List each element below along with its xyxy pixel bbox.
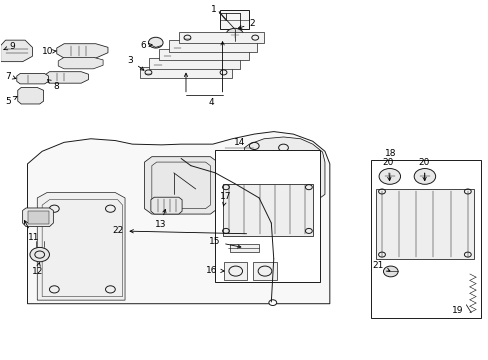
Bar — [222, 184, 312, 235]
Polygon shape — [0, 40, 32, 62]
Text: 2: 2 — [238, 19, 254, 29]
Polygon shape — [44, 72, 88, 83]
Polygon shape — [57, 44, 108, 58]
Circle shape — [383, 266, 397, 277]
Text: 1: 1 — [211, 5, 217, 14]
Polygon shape — [37, 193, 125, 300]
Polygon shape — [178, 32, 264, 43]
Polygon shape — [18, 87, 43, 104]
Text: 5: 5 — [6, 96, 17, 105]
Bar — [229, 244, 259, 252]
Text: 13: 13 — [155, 210, 166, 229]
Bar — [224, 262, 247, 280]
Text: 18: 18 — [384, 149, 396, 158]
Bar — [215, 149, 320, 282]
Text: 12: 12 — [32, 263, 43, 276]
Text: 4: 4 — [208, 98, 214, 107]
Polygon shape — [159, 49, 249, 60]
Polygon shape — [22, 208, 53, 226]
Text: 17: 17 — [220, 192, 231, 206]
Polygon shape — [144, 157, 217, 214]
Circle shape — [413, 168, 435, 184]
Circle shape — [30, 247, 49, 262]
Polygon shape — [244, 137, 325, 200]
Text: 14: 14 — [233, 138, 245, 147]
Text: 11: 11 — [24, 221, 40, 242]
Bar — [375, 189, 473, 259]
Circle shape — [378, 168, 400, 184]
Text: 19: 19 — [451, 306, 463, 315]
Circle shape — [148, 37, 163, 48]
Polygon shape — [168, 40, 256, 51]
Text: 8: 8 — [47, 80, 59, 91]
Polygon shape — [27, 132, 329, 304]
Text: 6: 6 — [140, 41, 152, 50]
Text: 22: 22 — [112, 226, 246, 235]
Bar — [253, 262, 276, 280]
Circle shape — [225, 28, 243, 41]
Polygon shape — [151, 197, 182, 214]
Text: 3: 3 — [127, 56, 143, 70]
Text: 21: 21 — [371, 261, 389, 271]
Text: 10: 10 — [42, 48, 56, 57]
Bar — [220, 10, 249, 30]
Text: 7: 7 — [6, 72, 16, 81]
Polygon shape — [58, 57, 103, 69]
Polygon shape — [140, 67, 232, 78]
Text: 16: 16 — [206, 266, 224, 275]
Text: 20: 20 — [382, 158, 393, 181]
Polygon shape — [149, 58, 239, 69]
Text: 9: 9 — [4, 42, 15, 51]
Text: 20: 20 — [417, 158, 429, 181]
Circle shape — [268, 300, 276, 306]
Bar — [370, 160, 480, 318]
Bar — [27, 211, 49, 224]
Polygon shape — [17, 73, 48, 84]
Text: 15: 15 — [208, 237, 241, 248]
